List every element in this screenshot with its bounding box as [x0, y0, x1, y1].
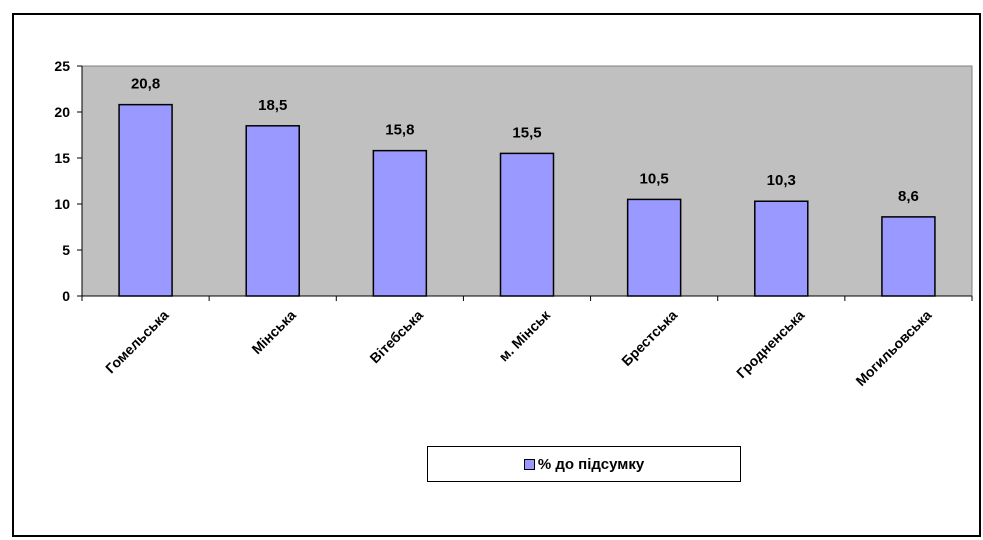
category-label: Брестська: [618, 307, 680, 369]
y-tick-label: 25: [54, 58, 70, 74]
y-tick-label: 0: [62, 288, 70, 304]
data-label: 8,6: [898, 188, 919, 205]
y-tick-label: 20: [54, 104, 70, 120]
data-label: 10,3: [767, 172, 796, 189]
category-label: м. Мінськ: [495, 306, 553, 364]
bar: [754, 200, 809, 297]
y-tick-label: 10: [54, 196, 70, 212]
data-label: 10,5: [640, 170, 669, 187]
legend-swatch: [523, 458, 535, 470]
category-label: Вітебська: [367, 307, 427, 367]
bar: [372, 149, 428, 297]
category-label: Гродненська: [733, 307, 807, 381]
data-label: 18,5: [258, 97, 287, 114]
category-label: Гомельська: [102, 307, 172, 377]
data-label: 20,8: [131, 76, 160, 93]
bar: [118, 103, 173, 297]
bar: [881, 216, 936, 297]
data-label: 15,5: [512, 124, 541, 141]
category-label: Могильовська: [852, 307, 934, 389]
bar: [626, 198, 682, 297]
category-label: Мінська: [248, 307, 298, 357]
legend-label: % до підсумку: [537, 455, 645, 473]
bar: [499, 152, 555, 297]
y-tick-label: 15: [54, 150, 70, 166]
legend: % до підсумку: [427, 446, 741, 482]
bar: [245, 125, 300, 297]
data-label: 15,8: [385, 122, 414, 139]
y-tick-label: 5: [62, 242, 70, 258]
